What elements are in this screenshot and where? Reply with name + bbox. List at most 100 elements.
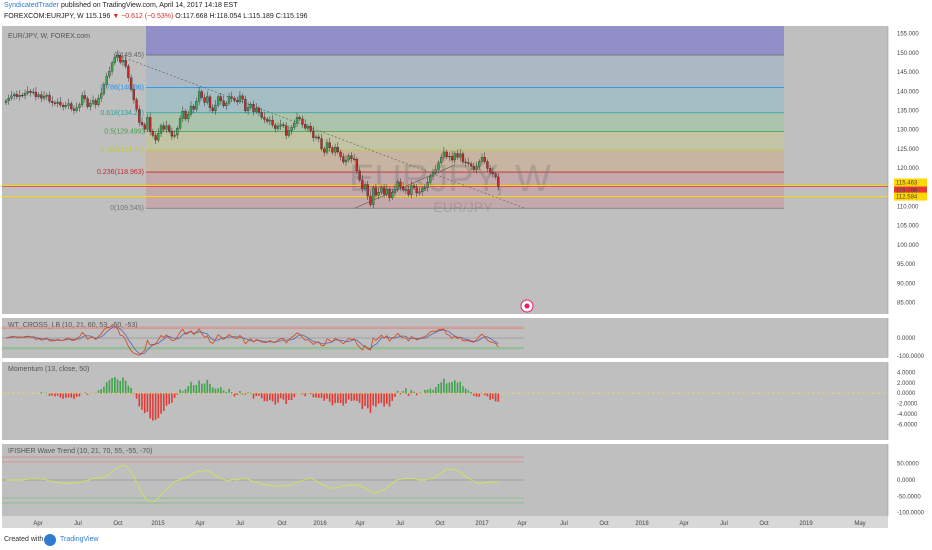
publish-date: published on TradingView.com, April 14, … xyxy=(60,2,238,9)
momentum-bar xyxy=(127,385,130,394)
candle-body xyxy=(10,95,13,99)
time-axis-background xyxy=(2,516,888,528)
momentum-bar xyxy=(454,380,456,394)
momentum-bar xyxy=(239,390,241,394)
fib-label-1: 1(149.45) xyxy=(114,52,144,59)
candle-body xyxy=(339,151,342,157)
candle-body xyxy=(37,94,40,97)
momentum-bar xyxy=(173,393,176,398)
momentum-bar xyxy=(86,393,89,395)
momentum-bar xyxy=(217,388,219,394)
momentum-bar xyxy=(190,381,192,394)
momentum-bar xyxy=(203,383,206,394)
momentum-bar xyxy=(342,393,345,406)
momentum-bar xyxy=(54,393,56,397)
candle-body xyxy=(149,117,152,132)
candle-body xyxy=(478,161,481,168)
momentum-bar xyxy=(462,386,464,394)
price-label-2: 112.584 xyxy=(896,195,918,201)
momentum-bar xyxy=(225,392,228,394)
momentum-tick-label: -2.0000 xyxy=(897,402,918,408)
price-tick-label: 95.000 xyxy=(897,262,916,268)
momentum-bar xyxy=(274,393,277,405)
fib-band-0.382 xyxy=(146,150,784,173)
candle-body xyxy=(192,106,195,110)
tradingview-brand[interactable]: TradingView xyxy=(60,536,99,543)
momentum-bar xyxy=(247,392,249,394)
momentum-bar xyxy=(67,393,70,398)
candle-body xyxy=(453,153,456,161)
candle-body xyxy=(233,98,236,101)
momentum-bar xyxy=(130,388,132,394)
momentum-bar xyxy=(413,391,415,394)
fib-label-0.236: 0.236(118.963) xyxy=(97,169,144,176)
candle-body xyxy=(369,195,372,205)
momentum-bar xyxy=(59,393,62,398)
momentum-bar xyxy=(277,393,279,403)
candle-body xyxy=(358,170,361,181)
momentum-bar xyxy=(279,393,282,399)
momentum-bar xyxy=(456,382,459,394)
price-change: ▼ −0.612 (−0.53%) xyxy=(112,13,174,20)
candle-body xyxy=(206,96,209,103)
momentum-bar xyxy=(160,393,162,414)
candle-body xyxy=(151,131,155,136)
momentum-bar xyxy=(162,393,165,411)
candle-body xyxy=(467,162,470,165)
candle-body xyxy=(61,104,65,107)
candle-body xyxy=(225,103,228,107)
candle-body xyxy=(366,184,369,197)
wt-pane-title: WT_CROSS_LB (10, 21, 60, 53, -60, -53) xyxy=(8,322,138,329)
momentum-bar xyxy=(350,393,353,401)
momentum-bar xyxy=(122,377,124,394)
momentum-bar xyxy=(497,393,500,402)
momentum-bar xyxy=(152,393,154,421)
momentum-bar xyxy=(318,393,320,398)
goto-realtime-icon[interactable] xyxy=(520,299,534,313)
candle-body xyxy=(173,134,176,137)
candle-body xyxy=(15,94,19,97)
candle-body xyxy=(426,182,429,188)
candle-body xyxy=(140,122,144,125)
momentum-bar xyxy=(358,393,361,403)
fib-band-0.5 xyxy=(146,131,784,151)
candle-body xyxy=(421,188,424,193)
momentum-bar xyxy=(364,393,366,406)
price-tick-label: 120.000 xyxy=(897,166,919,172)
momentum-bar xyxy=(252,393,255,399)
time-tick-label: Apr xyxy=(517,521,526,527)
high-value: H:118.054 xyxy=(209,13,242,20)
momentum-bar xyxy=(473,393,475,396)
price-label-box-2 xyxy=(894,192,927,201)
candle-body xyxy=(222,100,225,107)
momentum-bar xyxy=(211,387,214,394)
momentum-bar xyxy=(233,393,236,397)
candle-body xyxy=(431,172,435,177)
candle-body xyxy=(429,175,432,183)
momentum-bar xyxy=(241,393,244,395)
momentum-bar xyxy=(320,393,323,399)
chart-area[interactable]: 1(149.45) 0.786(140.96) 0.618(134.29) 0.5(1… xyxy=(0,26,932,530)
candle-body xyxy=(159,125,163,134)
price-tick-label: 150.000 xyxy=(897,51,919,57)
candle-body xyxy=(276,126,280,129)
candle-body xyxy=(4,100,8,103)
momentum-bar xyxy=(269,393,271,401)
candle-body xyxy=(295,117,299,124)
candle-body xyxy=(78,104,81,108)
candle-body xyxy=(440,157,443,163)
candle-body xyxy=(393,189,397,193)
momentum-bar xyxy=(285,393,287,405)
candle-body xyxy=(399,181,402,188)
momentum-bar xyxy=(377,393,380,404)
candle-body xyxy=(410,185,413,195)
ohlc-line: FOREXCOM:EURJPY, W 115.196 ▼ −0.612 (−0.… xyxy=(4,13,308,20)
momentum-bar xyxy=(304,393,306,397)
candle-body xyxy=(445,151,448,158)
author-link[interactable]: SyndicatedTrader xyxy=(4,2,59,9)
candle-body xyxy=(127,66,130,78)
candle-body xyxy=(450,156,454,161)
time-tick-label: Jul xyxy=(74,521,82,527)
candle-body xyxy=(83,95,87,99)
candle-body xyxy=(113,57,116,64)
